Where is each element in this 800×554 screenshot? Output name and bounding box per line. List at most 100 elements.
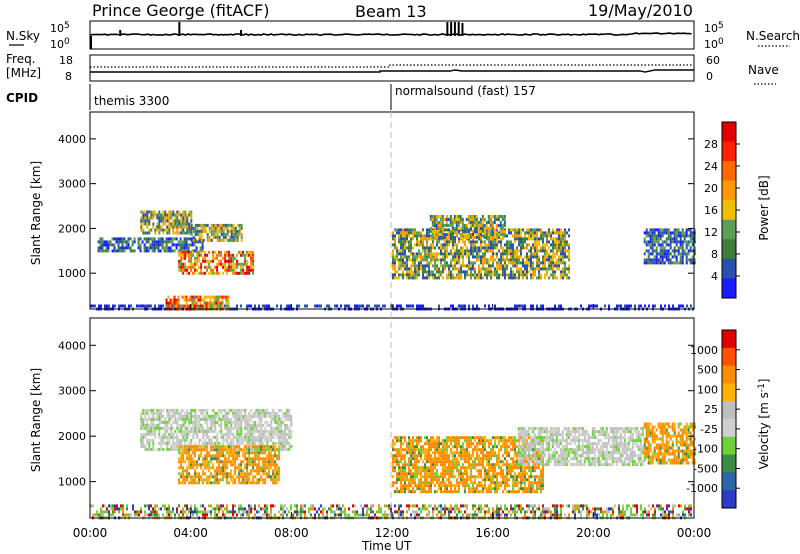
heatmap-cell xyxy=(679,246,682,250)
heatmap-cell xyxy=(182,225,185,229)
heatmap-cell xyxy=(202,411,205,415)
heatmap-cell xyxy=(512,507,514,511)
heatmap-cell xyxy=(494,270,496,274)
heatmap-cell xyxy=(154,426,157,430)
heatmap-cell xyxy=(224,460,227,464)
heatmap-cell xyxy=(206,445,209,449)
heatmap-cell xyxy=(548,510,550,514)
heatmap-cell xyxy=(420,234,422,238)
heatmap-cell xyxy=(540,237,542,241)
heatmap-cell xyxy=(181,240,184,244)
heatmap-cell xyxy=(664,510,666,514)
cpid-right-text: normalsound (fast) 157 xyxy=(395,84,536,98)
heatmap-cell xyxy=(97,240,100,244)
heatmap-cell xyxy=(580,510,582,514)
heatmap-cell xyxy=(193,301,196,305)
heatmap-cell xyxy=(262,507,264,511)
heatmap-cell xyxy=(532,246,534,250)
heatmap-cell xyxy=(334,304,336,308)
heatmap-cell xyxy=(564,255,566,259)
heatmap-cell xyxy=(538,267,540,271)
heatmap-cell xyxy=(661,246,664,250)
heatmap-cell xyxy=(490,264,492,268)
heatmap-cell xyxy=(538,249,540,253)
heatmap-cell xyxy=(142,438,145,442)
heatmap-cell xyxy=(200,235,203,239)
heatmap-cell xyxy=(459,233,462,236)
heatmap-cell xyxy=(488,273,490,277)
heatmap-cell xyxy=(170,222,173,226)
heatmap-cell xyxy=(618,504,620,508)
heatmap-cell xyxy=(426,273,428,277)
heatmap-cell xyxy=(156,216,159,220)
heatmap-cell xyxy=(172,447,175,451)
heatmap-cell xyxy=(630,513,632,517)
heatmap-cell xyxy=(288,417,291,421)
heatmap-cell xyxy=(186,457,189,461)
heatmap-cell xyxy=(224,411,227,415)
heatmap-cell xyxy=(208,414,211,418)
heatmap-cell xyxy=(308,510,310,514)
heatmap-cell xyxy=(548,240,550,244)
heatmap-cell xyxy=(418,273,420,277)
heatmap-cell xyxy=(144,219,147,223)
heatmap-cell xyxy=(538,255,540,259)
heatmap-cell xyxy=(174,216,177,220)
heatmap-cell xyxy=(514,228,516,232)
heatmap-cell xyxy=(240,420,243,424)
heatmap-cell xyxy=(230,472,233,476)
heatmap-cell xyxy=(190,226,193,230)
heatmap-cell xyxy=(146,438,149,442)
heatmap-cell xyxy=(260,478,263,482)
heatmap-cell xyxy=(202,457,205,461)
heatmap-cell xyxy=(544,243,546,247)
heatmap-cell xyxy=(178,231,181,235)
heatmap-cell xyxy=(202,256,205,260)
heatmap-cell xyxy=(174,414,177,418)
heatmap-cell xyxy=(211,304,214,308)
heatmap-cell xyxy=(558,228,560,232)
heatmap-cell xyxy=(224,235,227,239)
heatmap-cell xyxy=(224,472,227,476)
heatmap-cell xyxy=(258,420,261,424)
heatmap-cell xyxy=(278,414,281,418)
heatmap-cell xyxy=(455,224,458,227)
heatmap-cell xyxy=(146,429,149,433)
heatmap-cell xyxy=(552,258,554,262)
heatmap-cell xyxy=(190,268,193,272)
heatmap-cell xyxy=(498,258,500,262)
heatmap-cell xyxy=(206,451,209,455)
heatmap-cell xyxy=(190,228,193,232)
heatmap-cell xyxy=(451,218,454,221)
heatmap-cell xyxy=(242,481,245,485)
heatmap-cell xyxy=(240,448,243,452)
heatmap-cell xyxy=(198,472,201,476)
heatmap-cell xyxy=(270,429,273,433)
heatmap-cell xyxy=(512,249,514,253)
heatmap-cell xyxy=(428,255,430,259)
heatmap-cell xyxy=(326,304,328,308)
heatmap-cell xyxy=(276,435,279,439)
heatmap-cell xyxy=(687,258,690,262)
heatmap-cell xyxy=(264,481,267,485)
heatmap-cell xyxy=(144,423,147,427)
heatmap-cell xyxy=(196,232,199,236)
heatmap-cell xyxy=(473,224,476,227)
heatmap-cell xyxy=(444,510,446,514)
heatmap-cell xyxy=(594,510,596,514)
heatmap-cell xyxy=(562,246,564,250)
heatmap-cell xyxy=(472,252,474,256)
heatmap-cell xyxy=(147,240,150,244)
heatmap-cell xyxy=(188,256,191,260)
heatmap-cell xyxy=(550,261,552,265)
heatmap-cell xyxy=(504,243,506,247)
heatmap-cell xyxy=(272,472,275,476)
heatmap-cell xyxy=(493,221,496,224)
heatmap-cell xyxy=(408,258,410,262)
heatmap-cell xyxy=(448,513,450,517)
heatmap-cell xyxy=(190,457,193,461)
heatmap-cell xyxy=(572,507,574,511)
heatmap-cell xyxy=(242,472,245,476)
heatmap-cell xyxy=(193,304,196,308)
heatmap-cell xyxy=(218,429,221,433)
